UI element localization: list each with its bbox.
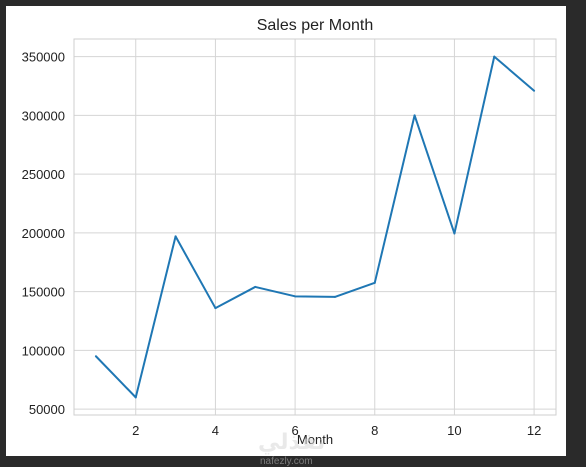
y-tick-label: 350000 bbox=[22, 50, 65, 65]
x-tick-label: 10 bbox=[447, 423, 461, 438]
data-point bbox=[134, 396, 137, 399]
y-tick-label: 150000 bbox=[22, 285, 65, 300]
x-tick-label: 4 bbox=[212, 423, 219, 438]
sales-line bbox=[95, 55, 535, 399]
data-point bbox=[373, 281, 376, 284]
watermark-logo: نفذلي nafezly.com bbox=[256, 426, 346, 467]
data-point bbox=[533, 89, 536, 92]
x-tick-label: 8 bbox=[371, 423, 378, 438]
x-tick-label: 12 bbox=[527, 423, 541, 438]
watermark-mark: نفذلي bbox=[258, 430, 326, 455]
data-point bbox=[254, 285, 257, 288]
data-point bbox=[333, 295, 336, 298]
y-tick-label: 50000 bbox=[29, 402, 65, 417]
y-tick-label: 200000 bbox=[22, 226, 65, 241]
line-chart: 2 4 6 8 10 12 50000 100000 150000 200000 250000 300… bbox=[22, 17, 557, 447]
series bbox=[94, 55, 536, 399]
chart-frame: 2 4 6 8 10 12 50000 100000 150000 200000 250000 300… bbox=[6, 6, 566, 467]
chart-title: Sales per Month bbox=[257, 17, 374, 34]
watermark-text: nafezly.com bbox=[260, 456, 313, 467]
y-tick-label: 300000 bbox=[22, 108, 65, 123]
tick-labels: 2 4 6 8 10 12 50000 100000 150000 200000 250000 300… bbox=[22, 50, 542, 438]
plot-area bbox=[73, 38, 557, 416]
x-tick-label: 6 bbox=[291, 423, 298, 438]
grid bbox=[74, 39, 556, 415]
x-axis-label: Month bbox=[297, 432, 333, 447]
y-tick-label: 100000 bbox=[22, 343, 65, 358]
data-point bbox=[294, 295, 297, 298]
y-tick-label: 250000 bbox=[22, 167, 65, 182]
x-tick-label: 2 bbox=[132, 423, 139, 438]
data-point bbox=[413, 114, 416, 117]
data-point bbox=[94, 355, 97, 358]
data-point bbox=[214, 307, 217, 310]
data-point bbox=[453, 232, 456, 235]
data-point bbox=[493, 55, 496, 58]
data-point bbox=[174, 235, 177, 238]
